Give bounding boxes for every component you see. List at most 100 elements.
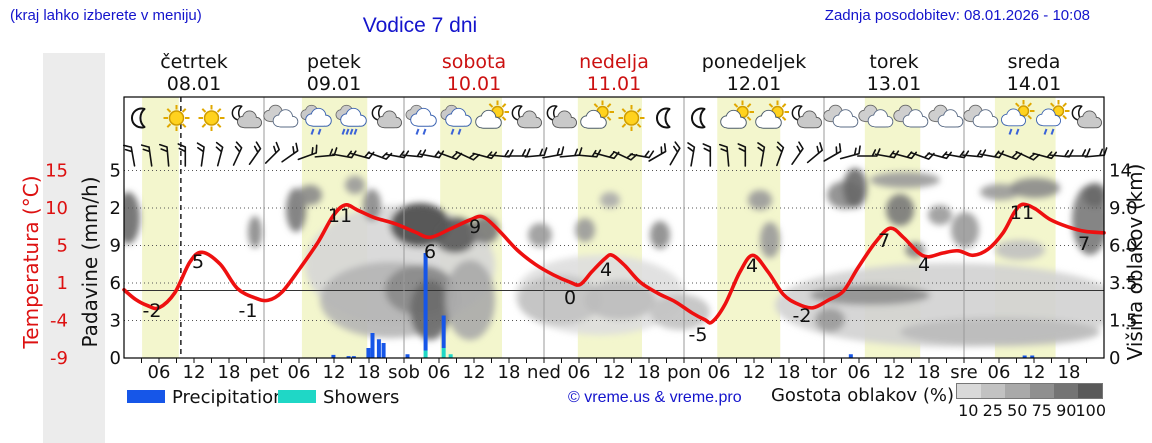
weather-icon-cloud — [823, 104, 859, 128]
wind-barb — [215, 141, 224, 167]
moon-shape — [656, 107, 671, 129]
showers-legend-label: Showers — [323, 387, 400, 408]
copyright-link[interactable]: © vreme.us & vreme.pro — [568, 389, 742, 406]
precipitation-axis-ticks: 5 2 9 6 3 0 — [110, 161, 121, 370]
time-hour-label: 06 — [428, 362, 451, 383]
cloud-height-tick-label: 3.5 — [1109, 273, 1138, 294]
temperature-tick-label: 1 — [57, 273, 68, 294]
wind-barb — [297, 144, 318, 161]
wind-barb — [927, 151, 953, 160]
gridlines — [124, 170, 1104, 321]
time-hour-label: 18 — [498, 362, 521, 383]
rain-tick — [345, 128, 350, 135]
cloud-shape — [517, 110, 542, 129]
time-hour-label: 12 — [743, 362, 766, 383]
temperature-value-label: -2 — [793, 305, 812, 327]
cloud-blob — [124, 192, 140, 244]
cloud-density-legend-label: Gostota oblakov (%) — [770, 385, 954, 406]
weather-icon-cloud — [263, 104, 299, 128]
time-day-abbr: pon — [667, 362, 701, 383]
weather-icon-moon — [131, 107, 146, 129]
cloud-shape — [755, 109, 782, 129]
weather-icon-moon — [691, 107, 706, 129]
time-hour-label: 06 — [288, 362, 311, 383]
cloud-height-tick-label: 14 — [1109, 161, 1132, 182]
value-labels: -2 5 -1 11 9 0 4 -5 4 -2 7 4 11 7 6 — [143, 202, 1091, 346]
cloud-shape — [272, 109, 299, 128]
time-hour-label: 18 — [358, 362, 381, 383]
temperature-value-label: 5 — [192, 251, 204, 273]
precipitation-bar — [370, 333, 375, 358]
cloud-shape — [902, 109, 929, 128]
precipitation-bar — [848, 354, 853, 358]
time-hour-label: 18 — [918, 362, 941, 383]
cloud-shape — [867, 109, 894, 128]
rain-tick — [415, 128, 420, 135]
day-name: sreda — [1008, 51, 1061, 73]
cloud-scale-number: 10 — [958, 401, 979, 420]
time-hour-label: 12 — [603, 362, 626, 383]
temperature-value-label: 4 — [746, 255, 758, 277]
wind-barb — [248, 141, 262, 165]
wind-barb — [542, 146, 565, 159]
cloud-blob — [1010, 178, 1060, 198]
precipitation-tick-label: 2 — [110, 198, 121, 219]
cloud-shape — [797, 110, 822, 129]
weather-icon-moon-cloud — [791, 105, 822, 129]
precipitation-bar — [1022, 355, 1027, 358]
wind-barb — [962, 149, 987, 158]
cloud-shape — [720, 109, 747, 129]
wind-barb — [757, 142, 766, 167]
temperature-value-label: -2 — [143, 300, 162, 322]
wind-barb — [264, 141, 280, 164]
cloud-blob — [870, 172, 940, 188]
cloud-shape — [1001, 108, 1026, 127]
cloud-blob — [928, 205, 952, 225]
weather-icon-sun-rain — [1001, 100, 1035, 135]
cloud-blob — [345, 176, 365, 194]
cloud-blob — [600, 192, 620, 208]
time-hour-label: 12 — [323, 362, 346, 383]
cloud-shape — [410, 107, 437, 127]
time-hour-label: 18 — [778, 362, 801, 383]
day-date: 09.01 — [307, 73, 361, 95]
rain-tick — [341, 128, 346, 135]
weather-icon-heavy-rain — [335, 104, 367, 135]
cloud-blob — [298, 185, 322, 205]
time-day-abbr: ned — [527, 362, 561, 383]
cloud-blob — [518, 275, 602, 325]
precipitation-tick-label: 0 — [110, 348, 121, 369]
weather-icon-sun-rain — [1036, 100, 1070, 135]
precipitation-tick-label: 3 — [110, 311, 121, 332]
cloud-blob — [650, 294, 710, 330]
cloud-blob — [528, 223, 552, 247]
time-day-abbr: sob — [388, 362, 420, 383]
wind-barb — [177, 143, 187, 167]
cloud-scale-number: 50 — [1007, 401, 1028, 420]
wind-barb — [1067, 148, 1091, 157]
time-hour-label: 06 — [848, 362, 871, 383]
precipitation-tick-label: 6 — [110, 273, 121, 294]
temperature-tick-label: -9 — [50, 348, 68, 369]
wind-barb — [524, 147, 548, 158]
temperature-value-label: 9 — [469, 216, 481, 238]
cloud-scale-segment — [1005, 384, 1030, 398]
cloud-blob — [760, 222, 780, 258]
cloud-shape — [580, 109, 607, 129]
cloud-scale-number: 100 — [1075, 401, 1107, 420]
cloud-shape — [445, 107, 472, 127]
moon-shape — [131, 107, 146, 129]
cloud-blob — [843, 168, 867, 208]
cloud-shape — [377, 110, 402, 129]
cloud-blob — [445, 260, 495, 340]
sun-shape — [163, 105, 190, 131]
cloud-blob — [951, 212, 979, 248]
weather-icon-cloud — [963, 104, 999, 128]
wind-barb — [158, 143, 170, 167]
temperature-value-label: 7 — [878, 230, 890, 252]
time-day-abbr: sre — [950, 362, 977, 383]
temperature-tick-label: -4 — [50, 311, 68, 332]
cloud-blob — [433, 217, 477, 253]
weather-icon-rain — [405, 104, 437, 135]
cloud-height-tick-label: 0 — [1109, 348, 1120, 369]
